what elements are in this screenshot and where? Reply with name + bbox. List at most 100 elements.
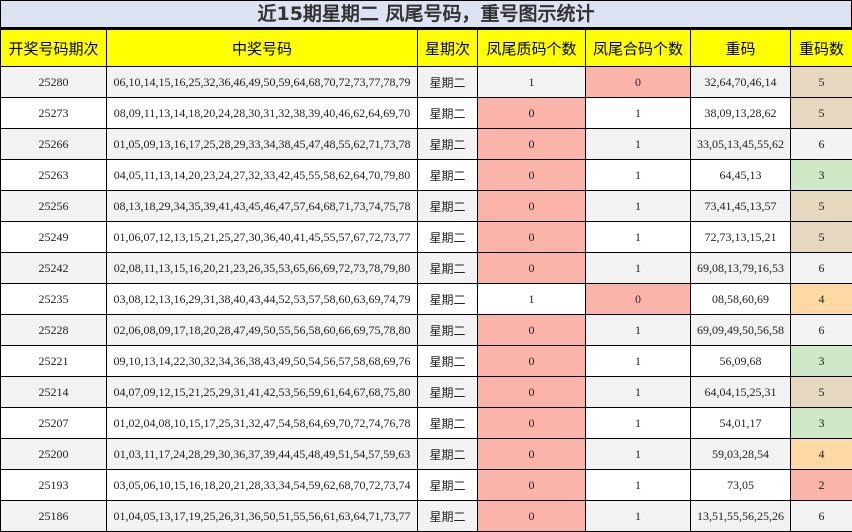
repeat-count-cell: 3 (790, 159, 852, 191)
header-numbers: 中奖号码 (106, 29, 418, 67)
repeat-cell: 38,09,13,28,62 (690, 97, 791, 129)
repeat-cell: 73,05 (690, 469, 791, 501)
weekday-cell: 星期二 (417, 97, 478, 129)
numbers-cell: 03,08,12,13,16,29,31,38,40,43,44,52,53,5… (106, 283, 418, 315)
numbers-cell: 01,02,04,08,10,15,17,25,31,32,47,54,58,6… (106, 407, 418, 439)
table-row: 25214 04,07,09,12,15,21,25,29,31,41,42,53… (0, 376, 852, 408)
header-composite-count: 凤尾合码个数 (585, 29, 691, 67)
prime-count-cell: 0 (477, 128, 586, 160)
repeat-count-cell: 6 (790, 252, 852, 284)
issue-cell: 25193 (0, 469, 107, 501)
page-title: 近15期星期二 凤尾号码，重号图示统计 (0, 0, 852, 29)
repeat-cell: 73,41,45,13,57 (690, 190, 791, 222)
weekday-cell: 星期二 (417, 376, 478, 408)
composite-count-cell: 1 (585, 407, 691, 439)
issue-cell: 25249 (0, 221, 107, 253)
prime-count-cell: 0 (477, 376, 586, 408)
table-row: 25256 08,13,18,29,34,35,39,41,43,45,46,47… (0, 190, 852, 222)
weekday-cell: 星期二 (417, 314, 478, 346)
repeat-count-cell: 3 (790, 407, 852, 439)
issue-cell: 25266 (0, 128, 107, 160)
repeat-cell: 64,04,15,25,31 (690, 376, 791, 408)
repeat-count-cell: 4 (790, 283, 852, 315)
repeat-count-cell: 6 (790, 314, 852, 346)
composite-count-cell: 1 (585, 97, 691, 129)
numbers-cell: 04,07,09,12,15,21,25,29,31,41,42,53,56,5… (106, 376, 418, 408)
repeat-cell: 69,08,13,79,16,53 (690, 252, 791, 284)
header-row: 开奖号码期次 中奖号码 星期次 凤尾质码个数 凤尾合码个数 重码 重码数 (0, 29, 852, 67)
numbers-cell: 01,03,11,17,24,28,29,30,36,37,39,44,45,4… (106, 438, 418, 470)
numbers-cell: 01,06,07,12,13,15,21,25,27,30,36,40,41,4… (106, 221, 418, 253)
numbers-cell: 02,08,11,13,15,16,20,21,23,26,35,53,65,6… (106, 252, 418, 284)
prime-count-cell: 0 (477, 438, 586, 470)
numbers-cell: 02,06,08,09,17,18,20,28,47,49,50,55,56,5… (106, 314, 418, 346)
numbers-cell: 08,09,11,13,14,18,20,24,28,30,31,32,38,3… (106, 97, 418, 129)
weekday-cell: 星期二 (417, 500, 478, 532)
numbers-cell: 08,13,18,29,34,35,39,41,43,45,46,47,57,6… (106, 190, 418, 222)
header-repeat: 重码 (690, 29, 791, 67)
table-row: 25280 06,10,14,15,16,25,32,36,46,49,50,59… (0, 66, 852, 98)
numbers-cell: 01,05,09,13,16,17,25,28,29,33,34,38,45,4… (106, 128, 418, 160)
numbers-cell: 09,10,13,14,22,30,32,34,36,38,43,49,50,5… (106, 345, 418, 377)
weekday-cell: 星期二 (417, 128, 478, 160)
issue-cell: 25256 (0, 190, 107, 222)
table-row: 25228 02,06,08,09,17,18,20,28,47,49,50,55… (0, 314, 852, 346)
repeat-count-cell: 2 (790, 469, 852, 501)
stats-table: 开奖号码期次 中奖号码 星期次 凤尾质码个数 凤尾合码个数 重码 重码数 252… (0, 29, 852, 532)
repeat-count-cell: 5 (790, 221, 852, 253)
composite-count-cell: 1 (585, 469, 691, 501)
prime-count-cell: 0 (477, 97, 586, 129)
weekday-cell: 星期二 (417, 283, 478, 315)
repeat-count-cell: 3 (790, 345, 852, 377)
composite-count-cell: 1 (585, 500, 691, 532)
numbers-cell: 01,04,05,13,17,19,25,26,31,36,50,51,55,5… (106, 500, 418, 532)
header-weekday: 星期次 (417, 29, 478, 67)
repeat-cell: 69,09,49,50,56,58 (690, 314, 791, 346)
prime-count-cell: 0 (477, 314, 586, 346)
repeat-count-cell: 5 (790, 376, 852, 408)
repeat-count-cell: 6 (790, 128, 852, 160)
prime-count-cell: 0 (477, 221, 586, 253)
weekday-cell: 星期二 (417, 252, 478, 284)
prime-count-cell: 0 (477, 469, 586, 501)
composite-count-cell: 1 (585, 159, 691, 191)
weekday-cell: 星期二 (417, 66, 478, 98)
repeat-cell: 32,64,70,46,14 (690, 66, 791, 98)
issue-cell: 25228 (0, 314, 107, 346)
composite-count-cell: 1 (585, 314, 691, 346)
prime-count-cell: 0 (477, 252, 586, 284)
repeat-cell: 64,45,13 (690, 159, 791, 191)
repeat-cell: 59,03,28,54 (690, 438, 791, 470)
prime-count-cell: 0 (477, 500, 586, 532)
table-row: 25242 02,08,11,13,15,16,20,21,23,26,35,53… (0, 252, 852, 284)
table-row: 25266 01,05,09,13,16,17,25,28,29,33,34,38… (0, 128, 852, 160)
prime-count-cell: 1 (477, 283, 586, 315)
repeat-cell: 54,01,17 (690, 407, 791, 439)
composite-count-cell: 1 (585, 376, 691, 408)
repeat-count-cell: 5 (790, 190, 852, 222)
table-row: 25273 08,09,11,13,14,18,20,24,28,30,31,32… (0, 97, 852, 129)
issue-cell: 25263 (0, 159, 107, 191)
numbers-cell: 03,05,06,10,15,16,18,20,21,28,33,34,54,5… (106, 469, 418, 501)
table-row: 25207 01,02,04,08,10,15,17,25,31,32,47,54… (0, 407, 852, 439)
repeat-cell: 13,51,55,56,25,26 (690, 500, 791, 532)
issue-cell: 25214 (0, 376, 107, 408)
table-row: 25200 01,03,11,17,24,28,29,30,36,37,39,44… (0, 438, 852, 470)
repeat-count-cell: 6 (790, 500, 852, 532)
table-row: 25235 03,08,12,13,16,29,31,38,40,43,44,52… (0, 283, 852, 315)
table-row: 25263 04,05,11,13,14,20,23,24,27,32,33,42… (0, 159, 852, 191)
table-row: 25221 09,10,13,14,22,30,32,34,36,38,43,49… (0, 345, 852, 377)
table-row: 25249 01,06,07,12,13,15,21,25,27,30,36,40… (0, 221, 852, 253)
issue-cell: 25207 (0, 407, 107, 439)
weekday-cell: 星期二 (417, 345, 478, 377)
repeat-cell: 72,73,13,15,21 (690, 221, 791, 253)
weekday-cell: 星期二 (417, 190, 478, 222)
table-row: 25186 01,04,05,13,17,19,25,26,31,36,50,51… (0, 500, 852, 532)
header-issue: 开奖号码期次 (0, 29, 107, 67)
repeat-cell: 56,09,68 (690, 345, 791, 377)
numbers-cell: 06,10,14,15,16,25,32,36,46,49,50,59,64,6… (106, 66, 418, 98)
table-row: 25193 03,05,06,10,15,16,18,20,21,28,33,34… (0, 469, 852, 501)
issue-cell: 25221 (0, 345, 107, 377)
composite-count-cell: 1 (585, 221, 691, 253)
weekday-cell: 星期二 (417, 469, 478, 501)
